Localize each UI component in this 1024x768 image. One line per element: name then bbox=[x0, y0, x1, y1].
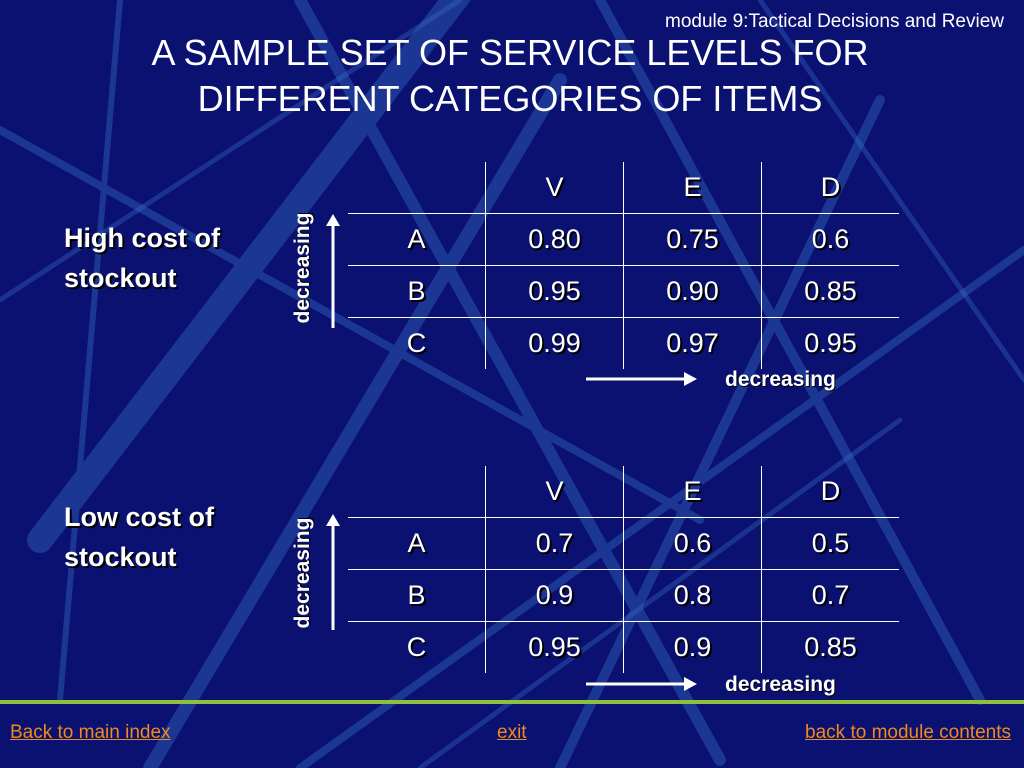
row-header: C bbox=[348, 317, 486, 369]
table-row: A 0.7 0.6 0.5 bbox=[348, 517, 899, 570]
right-arrow-icon bbox=[586, 372, 697, 386]
high-cost-label: High cost of stockout bbox=[64, 218, 284, 298]
table-cell: 0.6 bbox=[761, 213, 899, 266]
footer-divider bbox=[0, 700, 1024, 704]
table-header-row: V E D bbox=[348, 466, 899, 518]
column-header: E bbox=[623, 162, 762, 214]
column-header: V bbox=[485, 466, 624, 518]
table-cell: 0.85 bbox=[761, 621, 899, 673]
table-cell: 0.6 bbox=[623, 517, 762, 570]
high-cost-label-line1: High cost of bbox=[64, 223, 220, 253]
vertical-decreasing-label-1: decreasing bbox=[291, 212, 314, 324]
table-row: C 0.95 0.9 0.85 bbox=[348, 621, 899, 673]
table-cell: 0.95 bbox=[485, 265, 624, 318]
column-header: V bbox=[485, 162, 624, 214]
row-header: B bbox=[348, 569, 486, 622]
table-cell: 0.5 bbox=[761, 517, 899, 570]
table-cell: 0.97 bbox=[623, 317, 762, 369]
page-title: A SAMPLE SET OF SERVICE LEVELS FOR DIFFE… bbox=[40, 30, 980, 122]
corner-cell bbox=[348, 162, 486, 214]
up-arrow-icon bbox=[326, 214, 340, 328]
table-row: B 0.9 0.8 0.7 bbox=[348, 569, 899, 622]
column-header: D bbox=[761, 466, 899, 518]
table-cell: 0.99 bbox=[485, 317, 624, 369]
table-row: C 0.99 0.97 0.95 bbox=[348, 317, 899, 369]
table-cell: 0.7 bbox=[761, 569, 899, 622]
table-cell: 0.9 bbox=[485, 569, 624, 622]
table-cell: 0.7 bbox=[485, 517, 624, 570]
exit-link[interactable]: exit bbox=[497, 722, 527, 743]
service-level-table-low: V E D A 0.7 0.6 0.5 B 0.9 0.8 0.7 C 0.95… bbox=[348, 466, 899, 673]
table-cell: 0.85 bbox=[761, 265, 899, 318]
table-cell: 0.75 bbox=[623, 213, 762, 266]
low-cost-label-line2: stockout bbox=[64, 542, 177, 572]
row-header: B bbox=[348, 265, 486, 318]
column-header: E bbox=[623, 466, 762, 518]
horizontal-decreasing-label-2: decreasing bbox=[725, 673, 836, 696]
up-arrow-icon bbox=[326, 514, 340, 630]
row-header: A bbox=[348, 213, 486, 266]
table-cell: 0.8 bbox=[623, 569, 762, 622]
service-level-table-high: V E D A 0.80 0.75 0.6 B 0.95 0.90 0.85 C… bbox=[348, 162, 899, 369]
low-cost-label: Low cost of stockout bbox=[64, 497, 284, 577]
row-header: A bbox=[348, 517, 486, 570]
high-cost-label-line2: stockout bbox=[64, 263, 177, 293]
row-header: C bbox=[348, 621, 486, 673]
table-row: A 0.80 0.75 0.6 bbox=[348, 213, 899, 266]
vertical-decreasing-label-2: decreasing bbox=[291, 517, 314, 629]
back-to-module-contents-link[interactable]: back to module contents bbox=[805, 722, 1011, 743]
right-arrow-icon bbox=[586, 677, 697, 691]
low-cost-label-line1: Low cost of bbox=[64, 502, 214, 532]
table-header-row: V E D bbox=[348, 162, 899, 214]
table-cell: 0.90 bbox=[623, 265, 762, 318]
table-cell: 0.95 bbox=[761, 317, 899, 369]
table-row: B 0.95 0.90 0.85 bbox=[348, 265, 899, 318]
title-line-1: A SAMPLE SET OF SERVICE LEVELS FOR bbox=[151, 32, 869, 73]
title-line-2: DIFFERENT CATEGORIES OF ITEMS bbox=[197, 78, 823, 119]
column-header: D bbox=[761, 162, 899, 214]
table-cell: 0.80 bbox=[485, 213, 624, 266]
table-cell: 0.95 bbox=[485, 621, 624, 673]
module-note: module 9:Tactical Decisions and Review bbox=[665, 11, 1004, 32]
horizontal-decreasing-label-1: decreasing bbox=[725, 368, 836, 391]
corner-cell bbox=[348, 466, 486, 518]
back-to-main-index-link[interactable]: Back to main index bbox=[10, 722, 171, 743]
table-cell: 0.9 bbox=[623, 621, 762, 673]
